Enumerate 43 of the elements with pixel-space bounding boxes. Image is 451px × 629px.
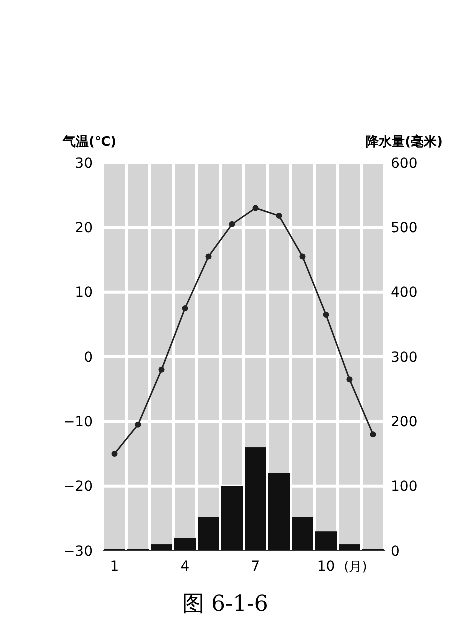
point	[346, 376, 353, 383]
bar	[198, 517, 220, 551]
y2-tick-label: 400	[391, 285, 418, 302]
caption: 图 6-1-6	[182, 592, 268, 617]
point	[252, 205, 259, 212]
bar	[222, 486, 243, 551]
y2-tick-label: 500	[391, 220, 418, 237]
bar	[245, 448, 266, 551]
point	[370, 432, 376, 438]
x-tick-label: 4	[180, 559, 190, 575]
y-tick-label: 20	[75, 220, 93, 237]
x-axis-title: (月)	[344, 560, 368, 575]
y2-tick-label: 100	[391, 479, 418, 496]
point	[229, 221, 236, 228]
point	[135, 422, 142, 428]
y2-tick-label: 200	[391, 414, 418, 431]
point	[206, 254, 212, 260]
bar	[151, 544, 172, 551]
y-tick-label: 0	[84, 350, 93, 366]
point	[182, 306, 188, 312]
x-tick-label: 7	[251, 559, 260, 575]
y-tick-label: 10	[75, 285, 93, 302]
y2-tick-label: 300	[391, 350, 418, 366]
y-tick-label: 30	[75, 156, 93, 172]
point	[300, 254, 306, 260]
y-tick-label: −10	[63, 414, 93, 431]
y2-tick-label: 0	[391, 544, 400, 560]
bar	[268, 473, 290, 551]
bar	[292, 517, 314, 551]
y-tick-label: −30	[63, 544, 93, 560]
point	[276, 213, 282, 220]
x-tick-label: 10	[317, 559, 336, 575]
point	[158, 366, 165, 373]
point	[323, 312, 330, 318]
y-axis-title: 气温(℃)	[62, 135, 117, 150]
bar	[339, 544, 360, 551]
x-tick-label: 1	[110, 559, 120, 575]
bar	[174, 538, 196, 551]
point	[112, 451, 118, 457]
y2-tick-label: 600	[391, 156, 418, 172]
y2-axis-title: 降水量(毫米)	[366, 134, 443, 150]
y-tick-label: −20	[63, 479, 93, 496]
bar	[316, 532, 337, 551]
